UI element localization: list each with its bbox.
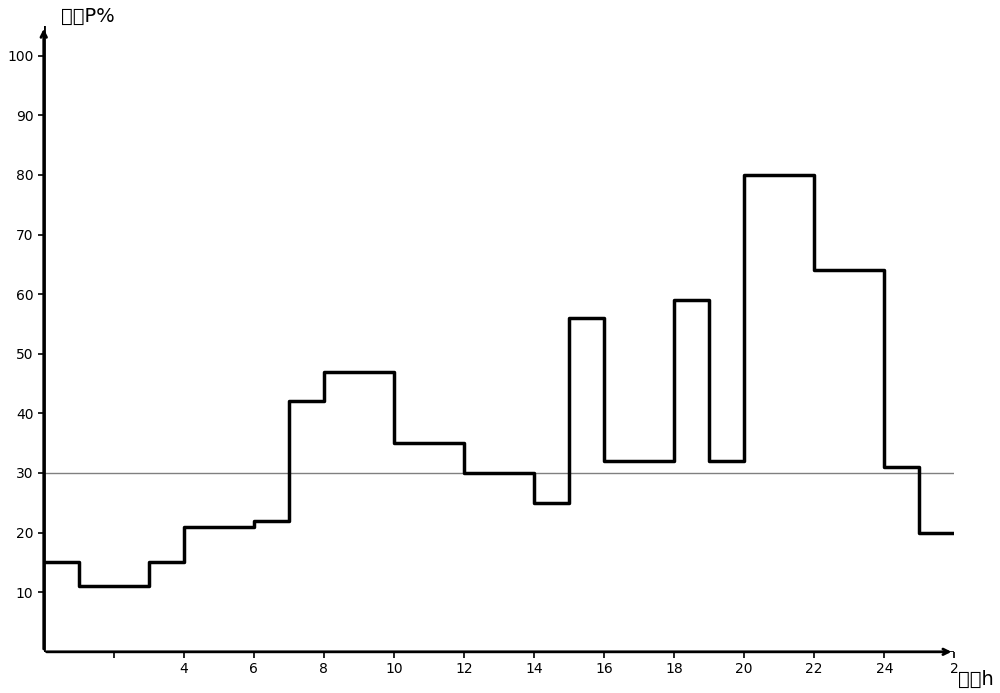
Text: 功率P%: 功率P% <box>61 7 115 26</box>
Text: 时间h: 时间h <box>958 669 994 689</box>
